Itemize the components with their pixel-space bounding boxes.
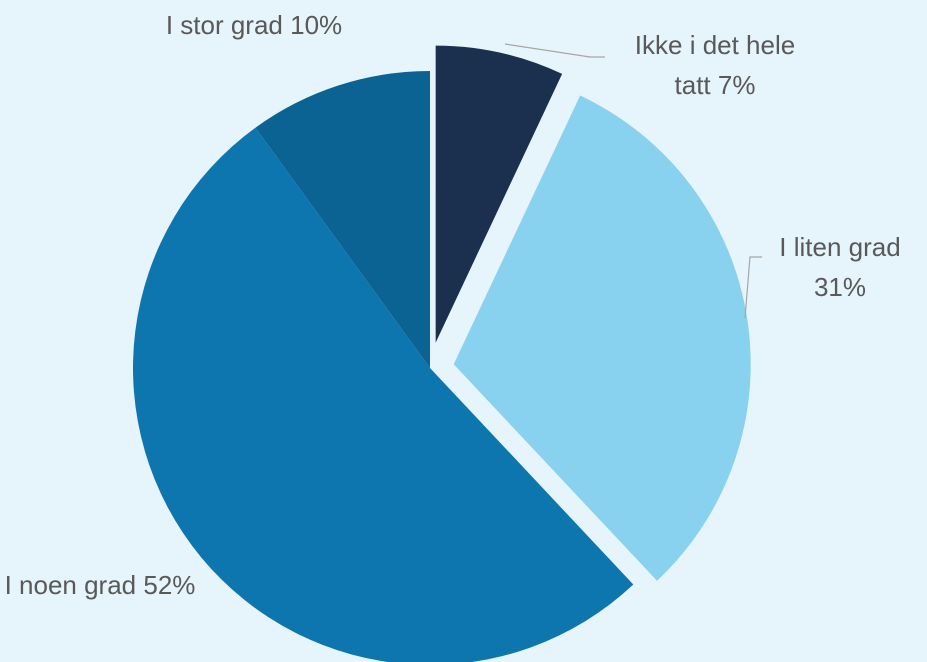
category-label: Ikke i det hele tatt (634, 30, 796, 100)
pie-slice (453, 95, 751, 581)
slice-label: I liten grad 31% (755, 227, 925, 307)
value-label: 7% (717, 70, 756, 100)
category-label: I noen grad (4, 570, 137, 600)
value-label: 52% (143, 570, 196, 600)
leader-line (504, 43, 605, 58)
category-label: I stor grad (165, 10, 283, 40)
pie-slice (255, 71, 430, 368)
pie-slice (133, 127, 634, 662)
leader-line (744, 256, 762, 319)
slice-label: Ikke i det hele tatt 7% (615, 25, 815, 105)
pie-slice (435, 45, 563, 343)
value-label: 31% (813, 272, 867, 302)
value-label: 10% (290, 10, 343, 40)
slice-label: I noen grad 52% (0, 565, 200, 605)
slice-label: I stor grad 10% (154, 5, 354, 45)
category-label: I liten grad (779, 232, 901, 262)
